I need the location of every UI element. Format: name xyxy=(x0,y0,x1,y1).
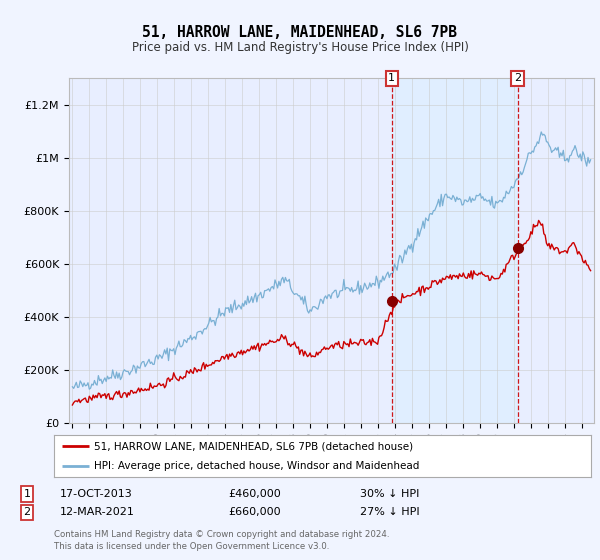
Text: 12-MAR-2021: 12-MAR-2021 xyxy=(60,507,135,517)
Text: Price paid vs. HM Land Registry's House Price Index (HPI): Price paid vs. HM Land Registry's House … xyxy=(131,41,469,54)
Text: 1: 1 xyxy=(23,489,31,499)
Text: 2: 2 xyxy=(514,73,521,83)
Text: 27% ↓ HPI: 27% ↓ HPI xyxy=(360,507,419,517)
Text: 1: 1 xyxy=(388,73,395,83)
Text: 2: 2 xyxy=(23,507,31,517)
Text: 51, HARROW LANE, MAIDENHEAD, SL6 7PB: 51, HARROW LANE, MAIDENHEAD, SL6 7PB xyxy=(143,25,458,40)
Text: £660,000: £660,000 xyxy=(228,507,281,517)
Text: £460,000: £460,000 xyxy=(228,489,281,499)
Text: 30% ↓ HPI: 30% ↓ HPI xyxy=(360,489,419,499)
Text: 51, HARROW LANE, MAIDENHEAD, SL6 7PB (detached house): 51, HARROW LANE, MAIDENHEAD, SL6 7PB (de… xyxy=(94,441,413,451)
Bar xyxy=(392,78,518,423)
Text: Contains HM Land Registry data © Crown copyright and database right 2024.
This d: Contains HM Land Registry data © Crown c… xyxy=(54,530,389,551)
Text: 17-OCT-2013: 17-OCT-2013 xyxy=(60,489,133,499)
Text: HPI: Average price, detached house, Windsor and Maidenhead: HPI: Average price, detached house, Wind… xyxy=(94,461,419,471)
